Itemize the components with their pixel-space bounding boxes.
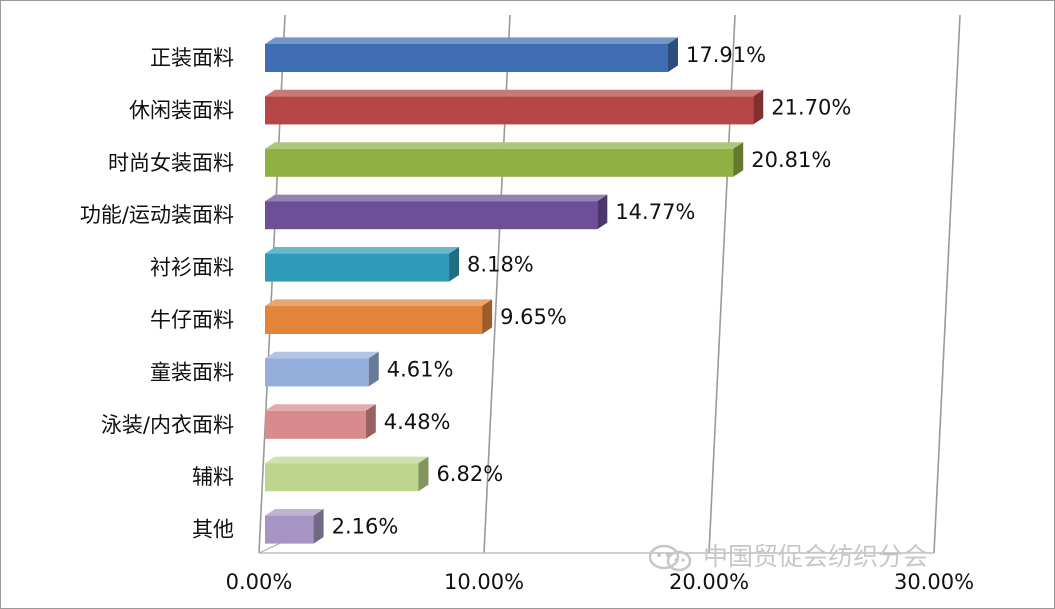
- bar-side-face: [449, 247, 460, 282]
- bar: [265, 247, 460, 282]
- bar: [265, 404, 376, 439]
- bar-top-face: [265, 142, 744, 149]
- bar-side-face: [597, 194, 608, 230]
- bar-top-face: [265, 351, 379, 359]
- bar-side-face: [733, 142, 744, 177]
- category-label: 功能/运动装面料: [80, 203, 234, 227]
- bar-side-face: [667, 37, 678, 72]
- bar-side-face: [753, 89, 764, 125]
- data-label: 8.18%: [467, 253, 534, 277]
- bar: [265, 37, 678, 72]
- watermark: 中国贸促会纺织分会: [647, 537, 928, 573]
- bar-side-face: [313, 509, 324, 544]
- gridline-3: [933, 14, 961, 554]
- bar-top-face: [265, 247, 460, 254]
- watermark-text: 中国贸促会纺织分会: [702, 542, 928, 571]
- bar-front-face: [265, 306, 483, 334]
- data-label: 20.81%: [751, 148, 831, 172]
- data-label: 4.61%: [387, 357, 454, 381]
- category-label: 牛仔面料: [150, 308, 234, 332]
- data-label: 21.70%: [771, 95, 851, 119]
- data-label: 14.77%: [615, 200, 695, 224]
- x-tick-label: 20.00%: [669, 570, 749, 594]
- data-label: 9.65%: [500, 305, 567, 329]
- bar: [265, 509, 324, 544]
- category-label: 正装面料: [150, 46, 234, 70]
- bar: [265, 351, 379, 387]
- bar: [265, 142, 744, 177]
- bar-front-face: [265, 410, 366, 439]
- bar: [265, 299, 493, 334]
- bar-side-face: [365, 404, 376, 439]
- category-label: 时尚女装面料: [108, 151, 234, 175]
- bar-top-face: [265, 509, 324, 516]
- bar-top-face: [265, 299, 493, 306]
- category-label: 衬衫面料: [150, 256, 234, 280]
- category-label: 泳装/内衣面料: [101, 413, 234, 437]
- bar-side-face: [482, 299, 493, 334]
- data-label: 2.16%: [332, 515, 399, 539]
- bar-top-face: [265, 404, 376, 411]
- bar-front-face: [265, 44, 668, 72]
- bar: [265, 456, 429, 492]
- x-tick-label: 10.00%: [444, 570, 524, 594]
- wechat-icon: [648, 544, 692, 572]
- bar: [265, 194, 608, 230]
- bar-side-face: [418, 456, 429, 492]
- x-tick-label: 0.00%: [226, 570, 293, 594]
- category-label: 童装面料: [150, 360, 234, 384]
- data-label: 4.48%: [384, 410, 451, 434]
- category-label: 休闲装面料: [129, 98, 234, 122]
- bar-front-face: [265, 358, 369, 387]
- bar-front-face: [265, 96, 754, 125]
- bar-top-face: [265, 194, 608, 202]
- bar-front-face: [265, 148, 734, 177]
- data-label: 17.91%: [686, 43, 766, 67]
- bar-front-face: [265, 515, 314, 544]
- bar-front-face: [265, 463, 419, 492]
- bar-front-face: [265, 201, 598, 230]
- category-label: 辅料: [192, 465, 234, 489]
- data-label: 6.82%: [436, 462, 503, 486]
- bar-top-face: [265, 37, 678, 44]
- bar-front-face: [265, 253, 450, 282]
- x-tick-label: 30.00%: [894, 570, 974, 594]
- bar: [265, 89, 764, 125]
- bar-side-face: [368, 351, 379, 387]
- bar-top-face: [265, 456, 429, 464]
- category-label: 其他: [192, 518, 234, 542]
- bar-top-face: [265, 89, 764, 97]
